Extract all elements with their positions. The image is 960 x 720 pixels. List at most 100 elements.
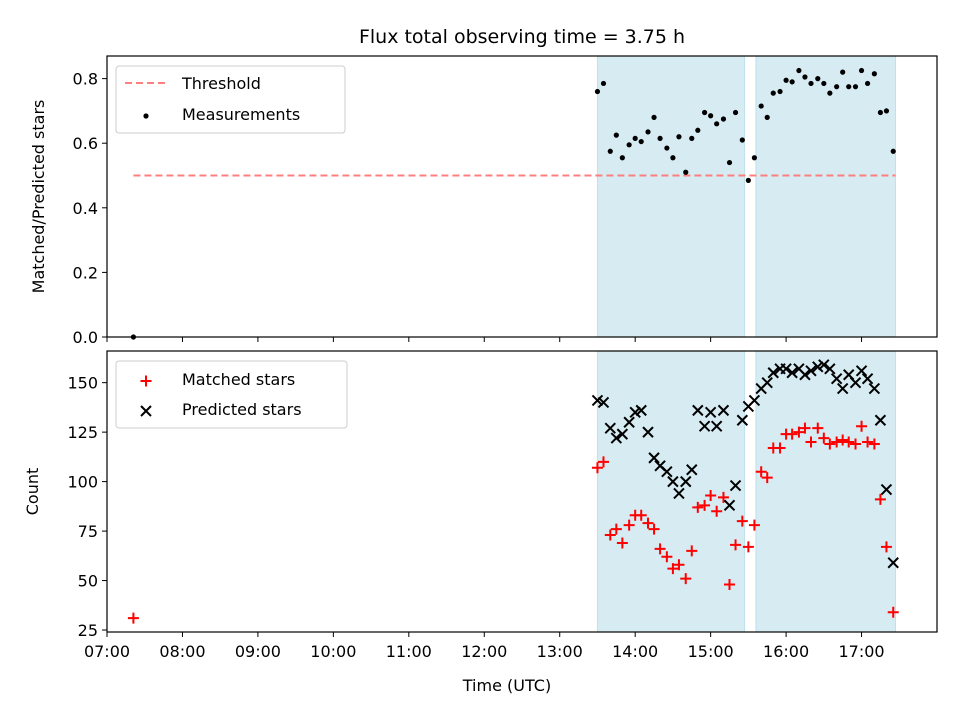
predicted-star-point bbox=[635, 404, 647, 417]
measurement-point bbox=[770, 90, 776, 96]
legend-matched-swatch bbox=[140, 375, 152, 387]
measurement-point bbox=[745, 177, 751, 183]
y-tick-label: 0.0 bbox=[73, 328, 98, 347]
measurement-point bbox=[619, 155, 625, 161]
predicted-star-point bbox=[874, 414, 887, 426]
measurement-point bbox=[632, 135, 638, 141]
predicted-star-point bbox=[717, 404, 730, 417]
measurement-point bbox=[613, 132, 619, 138]
x-tick-label: 17:00 bbox=[838, 642, 884, 661]
predicted-star-point bbox=[861, 372, 874, 385]
measurement-point bbox=[708, 113, 714, 119]
predicted-star-point bbox=[686, 464, 698, 476]
top-axes-frame bbox=[106, 55, 938, 338]
x-tick-label: 11:00 bbox=[386, 642, 432, 661]
predicted-star-point bbox=[667, 475, 679, 488]
matched-star-point bbox=[874, 493, 886, 505]
legend-predicted-swatch bbox=[140, 405, 152, 417]
x-tick-label: 15:00 bbox=[688, 642, 734, 661]
y-tick-label: 0.6 bbox=[73, 134, 98, 153]
measurement-point bbox=[777, 88, 783, 95]
shaded-region-1-2 bbox=[755, 55, 897, 338]
predicted-star-point bbox=[786, 367, 798, 379]
measurement-point bbox=[796, 67, 802, 74]
matched-star-point bbox=[699, 499, 711, 511]
predicted-star-point bbox=[623, 416, 635, 428]
measurement-point bbox=[783, 77, 789, 83]
y-tick-label: 0.8 bbox=[73, 70, 98, 89]
matched-star-point bbox=[623, 519, 635, 531]
x-axis-label: Time (UTC) bbox=[462, 676, 551, 695]
legend-threshold-label: Threshold bbox=[181, 74, 261, 93]
matched-star-point bbox=[748, 519, 760, 531]
matched-star-point bbox=[730, 539, 742, 551]
predicted-star-point bbox=[830, 372, 843, 385]
matched-star-point bbox=[799, 422, 811, 434]
predicted-star-point bbox=[710, 420, 723, 432]
legend-bottom bbox=[115, 360, 348, 429]
matched-star-point bbox=[761, 472, 773, 484]
matched-star-point bbox=[692, 501, 704, 513]
shaded-region-2-2 bbox=[755, 350, 897, 633]
measurement-point bbox=[607, 148, 613, 154]
matched-star-point bbox=[661, 551, 673, 563]
measurement-point bbox=[808, 80, 814, 87]
predicted-star-point bbox=[698, 420, 711, 432]
predicted-star-point bbox=[642, 426, 654, 438]
measurement-point bbox=[664, 145, 670, 151]
measurement-point bbox=[600, 80, 607, 87]
measurement-point bbox=[626, 142, 632, 148]
matched-star-point bbox=[591, 462, 603, 474]
measurement-point bbox=[864, 80, 871, 87]
matched-star-point bbox=[610, 523, 622, 535]
matched-star-point bbox=[724, 579, 735, 591]
measurement-point bbox=[645, 129, 651, 135]
measurement-point bbox=[657, 135, 663, 141]
predicted-star-point bbox=[880, 483, 893, 496]
measurement-point bbox=[732, 109, 739, 116]
y-tick-label: 75 bbox=[78, 522, 98, 541]
measurement-point bbox=[877, 109, 884, 116]
legend-predicted-label: Predicted stars bbox=[182, 400, 302, 419]
measurement-point bbox=[651, 114, 657, 120]
measurement-point bbox=[739, 137, 745, 143]
predicted-star-point bbox=[887, 557, 899, 569]
x-tick-label: 07:00 bbox=[84, 642, 130, 661]
matched-star-point bbox=[856, 420, 868, 432]
predicted-star-point bbox=[736, 414, 749, 426]
predicted-star-point bbox=[868, 382, 881, 395]
measurement-point bbox=[890, 148, 896, 154]
measurement-point bbox=[858, 67, 865, 74]
predicted-star-point bbox=[604, 422, 616, 434]
matched-star-point bbox=[616, 537, 628, 549]
x-tick-label: 08:00 bbox=[159, 642, 205, 661]
y-axis-label: Count bbox=[23, 468, 42, 516]
matched-star-point bbox=[843, 436, 855, 448]
matched-star-point bbox=[736, 515, 748, 527]
measurement-point bbox=[802, 74, 808, 80]
measurement-point bbox=[683, 169, 689, 175]
matched-star-point bbox=[604, 529, 616, 541]
predicted-star-point bbox=[680, 475, 692, 488]
matched-star-point bbox=[667, 563, 679, 575]
legend-matched-label: Matched stars bbox=[182, 370, 295, 389]
legend-measurements-swatch bbox=[143, 113, 149, 119]
predicted-star-point bbox=[799, 369, 811, 381]
chart-title: Flux total observing time = 3.75 h bbox=[359, 26, 685, 48]
measurement-point bbox=[871, 71, 877, 77]
predicted-star-point bbox=[723, 499, 736, 512]
measurement-point bbox=[695, 127, 701, 133]
matched-star-point bbox=[680, 573, 692, 585]
measurement-point bbox=[852, 84, 859, 90]
measurement-point bbox=[815, 76, 821, 82]
bottom-axes-frame bbox=[106, 350, 938, 633]
matched-star-point bbox=[673, 559, 685, 571]
x-tick-label: 16:00 bbox=[763, 642, 809, 661]
predicted-star-point bbox=[824, 363, 836, 375]
matched-star-point bbox=[805, 436, 817, 448]
measurement-point bbox=[720, 116, 727, 122]
predicted-star-point bbox=[767, 367, 779, 379]
matched-star-point bbox=[711, 505, 723, 517]
measurement-point bbox=[764, 114, 770, 120]
